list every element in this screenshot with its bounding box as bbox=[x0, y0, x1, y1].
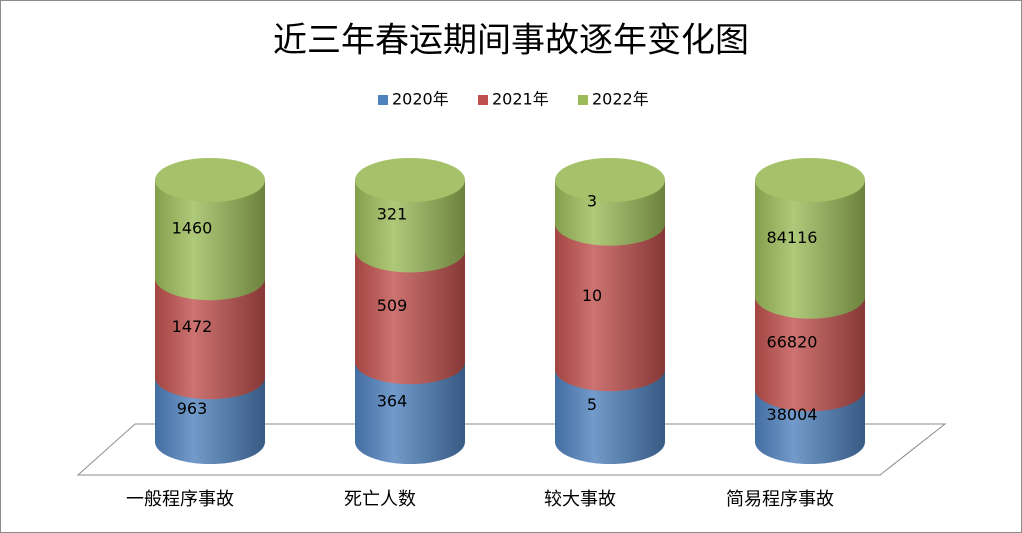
data-label: 321 bbox=[377, 205, 408, 224]
bar-segment bbox=[355, 250, 465, 385]
data-label: 5 bbox=[587, 395, 597, 414]
cylinder-top bbox=[355, 158, 465, 202]
x-tick-label: 较大事故 bbox=[544, 489, 616, 510]
x-tick-label: 一般程序事故 bbox=[126, 489, 234, 510]
bar-segment bbox=[555, 223, 665, 392]
legend-swatch bbox=[578, 95, 588, 105]
legend-swatch bbox=[478, 95, 488, 105]
bar-segment bbox=[555, 369, 665, 464]
data-label: 66820 bbox=[767, 332, 818, 351]
floor bbox=[76, 423, 947, 476]
data-label: 963 bbox=[177, 399, 208, 418]
data-label: 364 bbox=[377, 392, 408, 411]
legend-label: 2020年 bbox=[392, 90, 449, 109]
bar-segment bbox=[155, 278, 265, 400]
legend-label: 2021年 bbox=[492, 90, 549, 109]
chart-title: 近三年春运期间事故逐年变化图 bbox=[273, 21, 749, 61]
x-tick-label: 简易程序事故 bbox=[726, 489, 834, 510]
bar-segment bbox=[355, 180, 465, 273]
data-label: 1472 bbox=[172, 317, 213, 336]
bar-segment bbox=[355, 362, 465, 464]
bar-segment bbox=[155, 377, 265, 464]
cylinder-top bbox=[155, 158, 265, 202]
data-label: 1460 bbox=[172, 219, 213, 238]
data-label: 3 bbox=[587, 191, 597, 210]
x-tick-label: 死亡人数 bbox=[344, 489, 416, 510]
legend-swatch bbox=[378, 95, 388, 105]
data-label: 509 bbox=[377, 296, 408, 315]
bar-segment bbox=[155, 180, 265, 301]
legend-label: 2022年 bbox=[592, 90, 649, 109]
data-label: 38004 bbox=[767, 405, 818, 424]
data-label: 10 bbox=[582, 286, 602, 305]
bar-segment bbox=[755, 296, 865, 412]
bar-segment bbox=[755, 180, 865, 319]
cylinder-top bbox=[755, 158, 865, 202]
data-label: 84116 bbox=[767, 228, 818, 247]
cylinder-top bbox=[555, 158, 665, 202]
